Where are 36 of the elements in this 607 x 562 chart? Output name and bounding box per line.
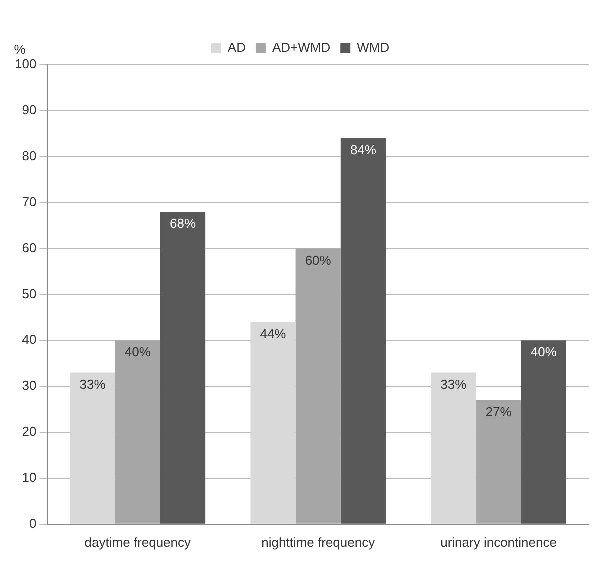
legend-label: WMD (357, 40, 390, 56)
bar (521, 340, 566, 524)
y-tick-label: 40 (22, 332, 37, 348)
data-label: 60% (305, 252, 332, 268)
bar (160, 212, 206, 524)
bar (431, 372, 476, 524)
legend-label: AD (228, 40, 246, 56)
y-tick-label: 30 (22, 378, 37, 394)
y-tick-label: 100 (14, 56, 37, 72)
x-tick-label: daytime frequency (84, 534, 192, 550)
data-label: 40% (124, 344, 152, 360)
bar (296, 248, 341, 524)
data-label: 27% (486, 404, 512, 420)
x-tick-label: urinary incontinence (440, 534, 557, 550)
y-tick-label: 60 (22, 240, 37, 256)
y-tick-label: 0 (29, 516, 37, 531)
y-tick-label: 90 (22, 102, 37, 118)
data-label: 33% (440, 376, 468, 392)
y-tick-label: 80 (22, 148, 37, 164)
bar (476, 400, 522, 524)
bar (70, 372, 116, 524)
bar (250, 322, 296, 524)
data-label: 44% (260, 326, 287, 342)
x-tick-label: nighttime frequency (262, 534, 376, 550)
y-tick-label: 10 (22, 470, 37, 486)
bar (340, 138, 386, 524)
data-label: 84% (350, 142, 377, 158)
data-label: 68% (170, 216, 196, 232)
y-tick-label: 70 (22, 194, 37, 210)
bar (115, 340, 160, 524)
y-tick-label: 50 (22, 286, 37, 302)
legend-label: AD+WMD (272, 40, 331, 56)
y-tick-label: 20 (22, 424, 37, 440)
data-label: 33% (80, 376, 106, 392)
data-label: 40% (530, 344, 558, 360)
y-axis-title: % (14, 42, 26, 58)
